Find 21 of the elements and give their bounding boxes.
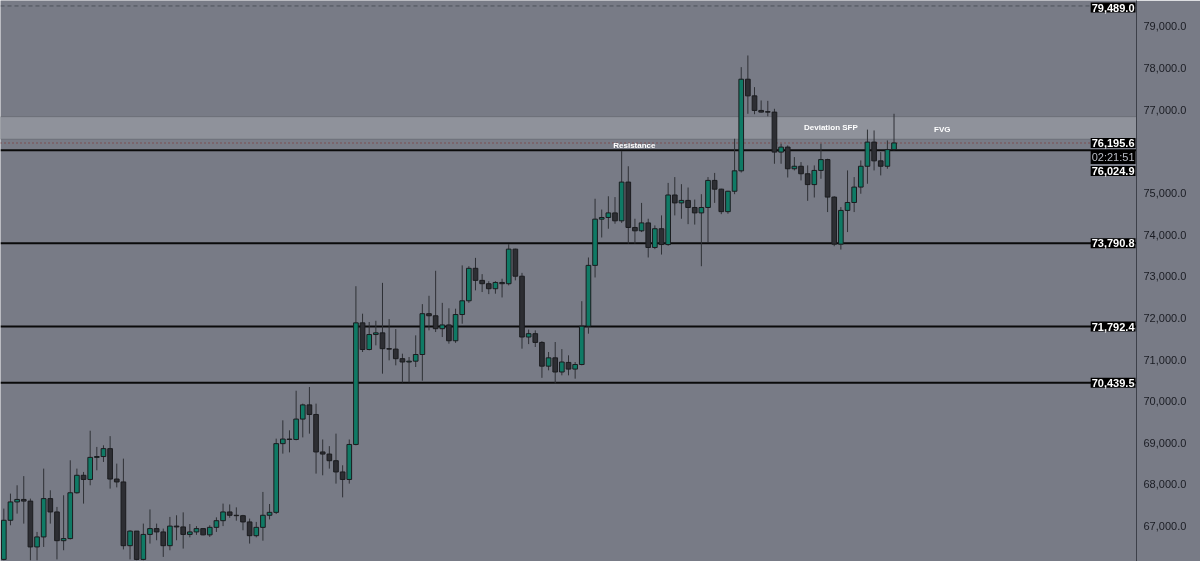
y-tick-label: 71,000.0 (1143, 353, 1187, 366)
y-tick-label: 77,000.0 (1143, 103, 1187, 116)
band-label: Deviation SFP (804, 123, 859, 133)
y-tick-label: 78,000.0 (1143, 61, 1187, 74)
ref-line-label: 71,792.4 (1091, 320, 1136, 333)
ref-line-label: 70,439.5 (1091, 376, 1135, 389)
ref-line-label: 76,195.6 02:21:51 (1091, 137, 1135, 164)
legend-label: 76,024.9 (1091, 165, 1135, 178)
y-tick-label: 74,000.0 (1143, 228, 1187, 241)
annotation: FVG (934, 124, 951, 134)
y-tick-label: 68,000.0 (1143, 478, 1187, 491)
y-tick-label: 73,000.0 (1143, 270, 1187, 283)
annotation: Resistance (613, 141, 657, 151)
y-tick-label: 75,000.0 (1143, 186, 1187, 199)
y-tick-label: 70,000.0 (1143, 395, 1187, 408)
y-tick-label: 79,000.0 (1143, 20, 1187, 33)
y-tick-label: 67,000.0 (1143, 520, 1187, 533)
ref-line-label: 79,489.0 (1091, 1, 1135, 14)
ref-line-label: 73,790.8 (1091, 237, 1135, 250)
y-tick-label: 72,000.0 (1143, 311, 1187, 324)
y-tick-label: 69,000.0 (1143, 436, 1187, 449)
